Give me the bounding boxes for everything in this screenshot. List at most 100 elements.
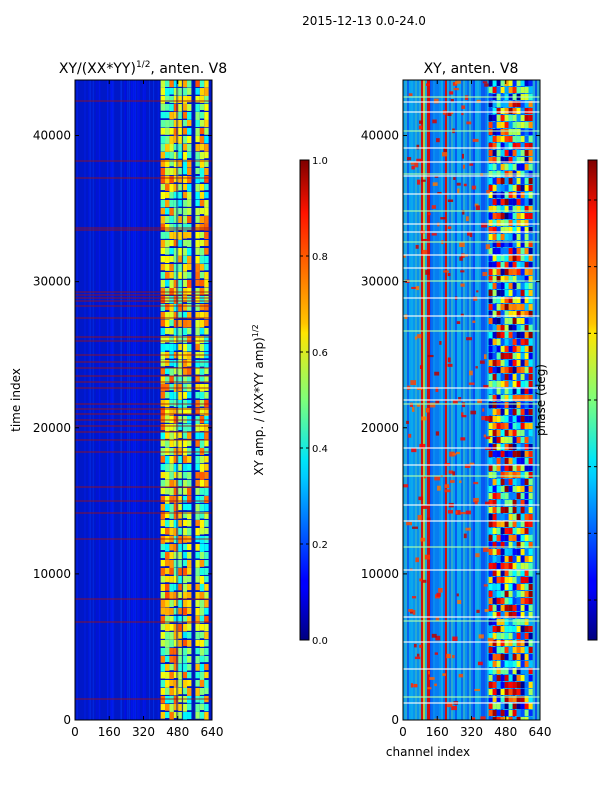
phase-cell — [520, 577, 525, 583]
amplitude-streak — [88, 80, 90, 720]
amplitude-cell — [204, 440, 209, 447]
amplitude-cell — [195, 584, 200, 591]
phase-cell — [512, 164, 517, 170]
amplitude-cell — [169, 512, 174, 519]
amplitude-cell — [182, 256, 188, 264]
amplitude-cell — [165, 608, 170, 616]
amplitude-cell — [187, 632, 192, 639]
phase-cell — [496, 654, 501, 660]
amplitude-cell — [182, 584, 188, 592]
amplitude-cell — [204, 344, 209, 352]
amplitude-cell — [204, 672, 209, 679]
phase-cell — [520, 535, 525, 541]
phase-cell — [524, 451, 529, 457]
amplitude-cell — [173, 552, 179, 559]
amplitude-cell — [169, 392, 174, 400]
phase-cell — [508, 143, 513, 149]
phase-cell — [528, 353, 533, 359]
phase-cell — [520, 213, 525, 219]
phase-cell — [512, 591, 517, 597]
phase-cell — [512, 241, 517, 247]
amplitude-cell — [195, 88, 200, 95]
amplitude-cell — [173, 200, 179, 208]
amplitude-cell — [165, 128, 170, 135]
amplitude-cell — [169, 504, 174, 512]
phase-cell — [508, 514, 513, 520]
phase-cell — [508, 416, 513, 422]
phase-cell — [528, 395, 533, 401]
amplitude-cell — [160, 656, 166, 663]
amplitude-cell — [195, 336, 200, 344]
phase-cell — [492, 199, 497, 205]
phase-cell — [492, 717, 497, 720]
amplitude-cell — [195, 640, 200, 647]
amplitude-cell — [195, 200, 200, 207]
phase-cell — [524, 521, 529, 527]
phase-cell — [512, 276, 517, 282]
amplitude-cell — [187, 704, 192, 711]
amplitude-cell — [182, 184, 188, 191]
phase-cell — [524, 640, 529, 646]
amplitude-cell — [195, 296, 200, 303]
phase-cell — [488, 122, 493, 128]
phase-cell — [508, 199, 513, 205]
phase-cell — [524, 472, 529, 478]
phase-cell — [500, 647, 505, 653]
amplitude-cell — [187, 248, 192, 256]
phase-cell — [496, 346, 501, 352]
phase-cell — [508, 647, 513, 653]
amplitude-streak — [110, 80, 112, 720]
amplitude-cell — [178, 232, 183, 240]
phase-cell — [528, 556, 533, 562]
phase-cell — [516, 444, 521, 450]
phase-speckle — [412, 610, 416, 615]
amplitude-cell — [199, 248, 205, 256]
amplitude-cell — [204, 320, 209, 327]
phase-cell — [508, 136, 513, 142]
amplitude-cell — [169, 408, 174, 416]
phase-cell — [500, 458, 505, 464]
phase-cell — [496, 360, 501, 366]
amplitude-cell — [160, 96, 166, 104]
phase-cell — [488, 696, 493, 702]
phase-cell — [508, 598, 513, 604]
phase-cell — [496, 563, 501, 569]
phase-cell — [516, 192, 521, 198]
phase-cell — [520, 101, 525, 107]
phase-cell — [508, 332, 513, 338]
amplitude-cell — [199, 656, 205, 663]
phase-cell — [504, 598, 509, 604]
phase-speckle — [421, 416, 427, 421]
phase-cell — [528, 269, 533, 275]
phase-cell — [500, 409, 505, 415]
amplitude-cell — [182, 88, 188, 96]
phase-cell — [496, 227, 501, 233]
phase-cell — [488, 535, 493, 541]
phase-cell — [492, 444, 497, 450]
amplitude-cell — [187, 136, 192, 144]
amplitude-cell — [169, 520, 174, 528]
phase-cell — [488, 598, 493, 604]
phase-cell — [520, 661, 525, 667]
phase-cell — [492, 234, 497, 240]
phase-cell — [496, 416, 501, 422]
phase-cell — [516, 619, 521, 625]
amplitude-cell — [182, 528, 188, 536]
phase-cell — [492, 269, 497, 275]
phase-cell — [528, 255, 533, 261]
phase-cell — [492, 360, 497, 366]
amplitude-cell — [160, 256, 166, 263]
phase-cell — [516, 283, 521, 289]
phase-cell — [512, 101, 517, 107]
amplitude-cell — [169, 384, 174, 391]
amplitude-cell — [173, 112, 179, 119]
phase-speckle — [456, 321, 461, 324]
amplitude-cell — [178, 512, 183, 519]
phase-cell — [500, 143, 505, 149]
phase-cell — [488, 332, 493, 338]
amplitude-cell — [187, 600, 192, 608]
phase-speckle — [486, 190, 490, 194]
amplitude-cell — [199, 400, 205, 407]
amplitude-cell — [169, 584, 174, 592]
phase-cell — [508, 87, 513, 93]
